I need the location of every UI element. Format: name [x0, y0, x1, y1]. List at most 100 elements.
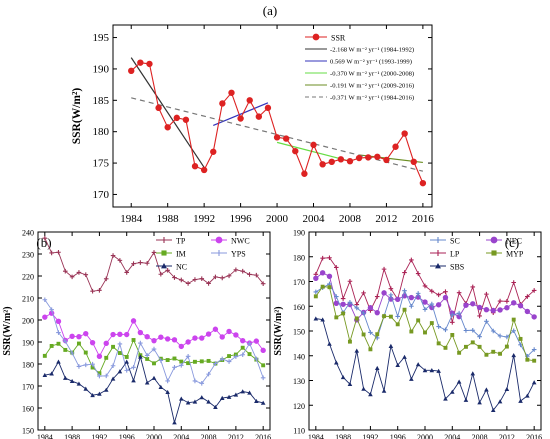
data-point-nc: [158, 384, 164, 389]
x-tick-label: 2000: [146, 433, 162, 439]
data-point-yps: [158, 358, 164, 363]
data-point-yps: [192, 378, 198, 384]
data-point-nc: [117, 369, 123, 374]
data-point-nwc: [151, 337, 157, 344]
data-point-sc: [463, 328, 469, 333]
y-tick-label: 230: [22, 251, 34, 260]
data-point-im: [247, 352, 252, 357]
data-point-myp: [463, 344, 468, 349]
data-point-nwc: [96, 353, 103, 359]
legend-marker: [216, 250, 222, 256]
data-point-nec: [395, 296, 401, 303]
series-line-tp: [44, 237, 264, 292]
x-tick-label: 2012: [228, 433, 244, 439]
data-point-nwc: [164, 336, 171, 342]
data-point-sc: [395, 314, 401, 319]
data-point-myp: [313, 294, 318, 299]
y-tick-label: 180: [22, 361, 34, 370]
data-point-nec: [422, 299, 428, 305]
data-point-nwc: [42, 314, 48, 320]
data-point-nec: [319, 270, 326, 276]
data-point-ssr: [337, 156, 345, 163]
data-point-ssr: [210, 148, 217, 155]
data-point-tp: [213, 274, 218, 280]
y-tick-label: 180: [293, 253, 305, 262]
plot-frame: [112, 24, 433, 208]
data-point-yps: [185, 354, 191, 359]
y-axis-label: SSR(W/m²): [273, 306, 284, 355]
data-point-im: [111, 344, 116, 349]
legend-label: SC: [450, 237, 460, 246]
data-point-nc: [199, 395, 205, 400]
data-point-sbs: [368, 392, 373, 397]
data-point-tp: [69, 274, 75, 280]
data-point-myp: [375, 332, 380, 337]
legend-trend-label: -0.371 W m⁻² yr⁻¹ (1984-2016): [330, 95, 414, 102]
data-point-yps: [172, 365, 177, 370]
data-point-yps: [124, 368, 130, 373]
data-point-tp: [158, 271, 164, 277]
legend-trend-label: -0.191 W m⁻² yr⁻¹ (2009-2016): [330, 83, 414, 90]
data-point-lp: [333, 265, 339, 270]
data-point-tp: [83, 272, 89, 277]
data-point-tp: [42, 235, 48, 241]
data-point-tp: [199, 276, 205, 281]
data-point-tp: [192, 277, 198, 282]
data-point-im: [124, 355, 129, 359]
data-point-nec: [497, 307, 503, 313]
data-point-myp: [409, 329, 414, 334]
data-point-sbs: [320, 317, 325, 322]
data-point-im: [261, 363, 266, 368]
data-point-nwc: [178, 343, 184, 350]
data-point-im: [227, 354, 232, 359]
x-tick-label: 2016: [412, 213, 435, 225]
data-point-tp: [76, 270, 82, 275]
data-point-sbs: [511, 352, 517, 358]
data-point-ssr: [419, 179, 427, 187]
data-point-nc: [56, 359, 61, 364]
data-point-sbs: [429, 368, 435, 373]
data-point-nc: [151, 375, 157, 380]
data-point-ssr: [328, 158, 335, 166]
panel-label: (a): [263, 3, 277, 18]
data-point-sbs: [388, 343, 394, 348]
data-point-myp: [532, 358, 537, 363]
data-point-ssr: [128, 67, 135, 75]
y-tick-label: 175: [93, 158, 110, 170]
legend-marker: [490, 236, 498, 244]
data-point-im: [90, 365, 95, 370]
data-point-ssr: [137, 59, 144, 66]
data-point-myp: [423, 330, 427, 335]
data-point-myp: [457, 350, 462, 355]
data-point-myp: [477, 344, 482, 349]
data-point-sc: [422, 307, 428, 312]
data-point-tp: [185, 281, 191, 286]
data-point-nec: [326, 273, 333, 280]
data-point-yps: [56, 330, 61, 335]
data-point-nc: [260, 400, 266, 405]
x-tick-label: 1996: [230, 213, 253, 225]
data-point-myp: [361, 332, 366, 337]
data-point-ssr: [346, 157, 354, 165]
data-point-ssr: [164, 124, 171, 131]
data-point-sbs: [415, 362, 421, 367]
data-point-yps: [219, 356, 225, 362]
data-point-nec: [408, 294, 415, 301]
data-point-sc: [511, 328, 517, 334]
data-point-nc: [144, 380, 150, 385]
data-point-nwc: [192, 335, 198, 341]
data-point-lp: [470, 284, 476, 290]
data-point-nwc: [205, 331, 212, 337]
data-point-nec: [333, 300, 339, 306]
data-point-nc: [103, 387, 109, 392]
data-point-myp: [470, 340, 475, 345]
data-point-tp: [172, 275, 177, 280]
data-point-nec: [374, 309, 380, 316]
y-tick-label: 110: [293, 427, 305, 436]
y-tick-label: 130: [293, 377, 305, 386]
data-point-sc: [531, 347, 537, 352]
data-point-myp: [388, 314, 393, 319]
data-point-ssr: [292, 147, 299, 155]
data-point-sbs: [490, 407, 496, 413]
legend-marker: [435, 263, 441, 269]
